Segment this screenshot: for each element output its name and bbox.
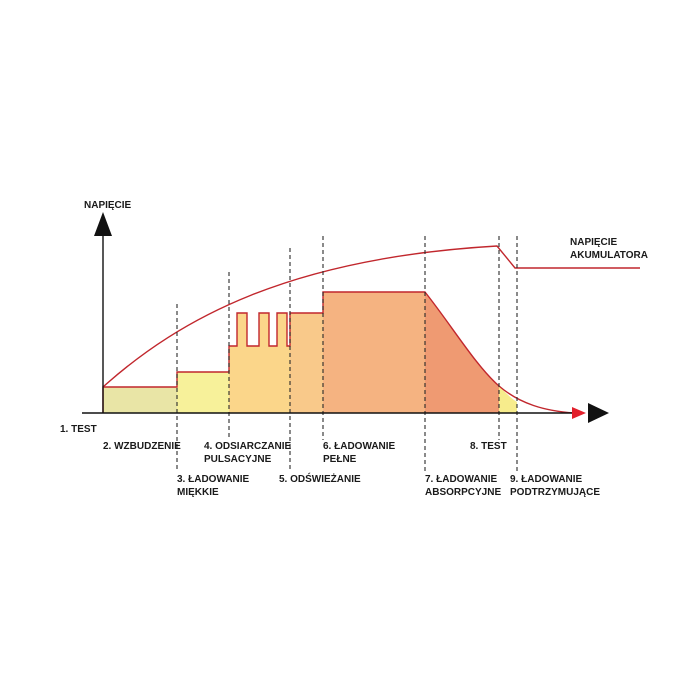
legend-line-1: NAPIĘCIE bbox=[570, 237, 618, 248]
stage-9-label-line1: 9. ŁADOWANIE bbox=[510, 474, 583, 485]
stage-6-label-line2: PEŁNE bbox=[323, 454, 357, 465]
x-axis-red-arrow-icon bbox=[572, 407, 586, 419]
stage-4-label-line2: PULSACYJNE bbox=[204, 454, 272, 465]
y-axis-label: NAPIĘCIE bbox=[84, 200, 132, 211]
stage-3-label-line1: 3. ŁADOWANIE bbox=[177, 474, 250, 485]
y-axis-arrow-icon bbox=[94, 212, 112, 236]
stage-1-label: 1. TEST bbox=[60, 424, 97, 435]
stage-2-fill bbox=[103, 387, 177, 413]
x-axis-arrow-icon bbox=[588, 403, 609, 423]
stage-3-fill bbox=[177, 372, 229, 413]
stage-9-fill bbox=[499, 386, 517, 413]
stage-fills bbox=[103, 292, 517, 413]
stage-7-label-line2: ABSORPCYJNE bbox=[425, 487, 501, 498]
battery-voltage-curve bbox=[102, 245, 640, 388]
charging-profile-line bbox=[102, 291, 575, 414]
stage-5-fill bbox=[290, 313, 323, 413]
battery-voltage-legend: NAPIĘCIE AKUMULATORA bbox=[570, 237, 648, 261]
stage-8-label: 8. TEST bbox=[470, 441, 507, 452]
stage-6-label-line1: 6. ŁADOWANIE bbox=[323, 441, 396, 452]
legend-line-2: AKUMULATORA bbox=[570, 250, 648, 261]
stage-7-label-line1: 7. ŁADOWANIE bbox=[425, 474, 498, 485]
stage-labels: 1. TEST 2. WZBUDZENIE 3. ŁADOWANIE MIĘKK… bbox=[60, 424, 600, 498]
y-axis bbox=[94, 212, 112, 413]
x-axis bbox=[82, 403, 609, 423]
stage-4-label-line1: 4. ODSIARCZANIE bbox=[204, 441, 292, 452]
stage-6-fill bbox=[323, 292, 425, 413]
stage-5-label: 5. ODŚWIEŻANIE bbox=[279, 472, 361, 485]
stage-3-label-line2: MIĘKKIE bbox=[177, 487, 219, 498]
stage-7-fill bbox=[425, 292, 499, 413]
stage-2-label: 2. WZBUDZENIE bbox=[103, 441, 181, 452]
stage-9-label-line2: PODTRZYMUJĄCE bbox=[510, 487, 600, 498]
stage-4-fill bbox=[229, 313, 290, 413]
stage-separators bbox=[176, 236, 518, 472]
